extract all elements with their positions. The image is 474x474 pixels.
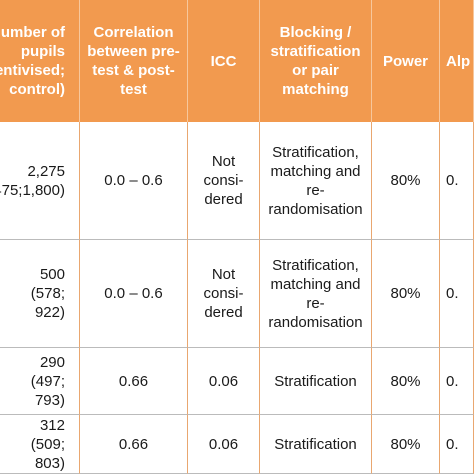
header-cell: Alp (440, 0, 474, 122)
table-cell: 0.0 – 0.6 (80, 122, 188, 240)
table-cell: 2,275 475;1,800) (0, 122, 80, 240)
table-cell: 290 (497; 793) (0, 348, 80, 415)
table-cell: 0. (440, 348, 474, 415)
table-cell: 80% (372, 240, 440, 348)
table-cell: 0. (440, 415, 474, 474)
header-cell: Correlation between pre-test & post-test (80, 0, 188, 122)
table-cell: Stratification, matching and re-randomis… (260, 240, 372, 348)
table-cell: 500 (578; 922) (0, 240, 80, 348)
table-cell: 0.66 (80, 348, 188, 415)
table-cell: 0. (440, 240, 474, 348)
table-cell: Stratification, matching and re-randomis… (260, 122, 372, 240)
table-cell: Not consi-dered (188, 122, 260, 240)
table-cell: Not consi-dered (188, 240, 260, 348)
table-cell: Stratification (260, 415, 372, 474)
header-cell: Power (372, 0, 440, 122)
table-cell: 0.06 (188, 415, 260, 474)
table-cell: 0.0 – 0.6 (80, 240, 188, 348)
table-cell: 0. (440, 122, 474, 240)
table-cell: 312 (509; 803) (0, 415, 80, 474)
header-cell: Blocking / stratification or pair matchi… (260, 0, 372, 122)
table-cell: Stratification (260, 348, 372, 415)
table-cell: 80% (372, 122, 440, 240)
table-cell: 80% (372, 348, 440, 415)
header-cell: umber of pupils centivised; control) (0, 0, 80, 122)
table-cell: 0.66 (80, 415, 188, 474)
table-cell: 0.06 (188, 348, 260, 415)
table-cell: 80% (372, 415, 440, 474)
header-cell: ICC (188, 0, 260, 122)
